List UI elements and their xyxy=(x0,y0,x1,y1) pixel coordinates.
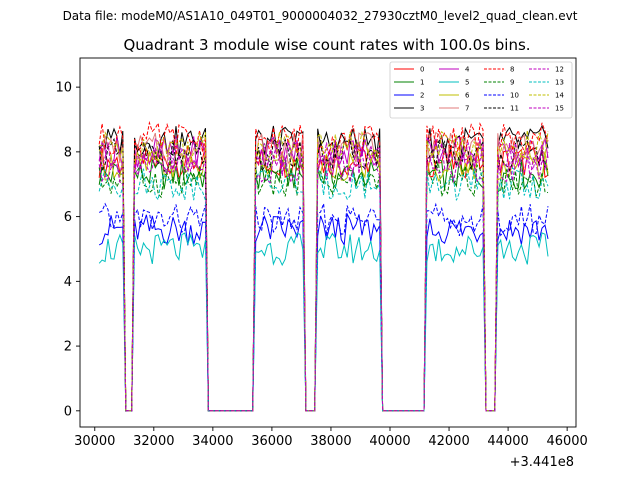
series-lines xyxy=(98,120,549,412)
x-tick-label: 32000 xyxy=(133,434,174,449)
series-line-12 xyxy=(98,141,549,412)
legend-label-2: 2 xyxy=(420,92,424,100)
legend-label-1: 1 xyxy=(420,79,424,87)
legend-label-7: 7 xyxy=(465,105,469,113)
series-line-5 xyxy=(98,232,549,412)
x-tick-label: 34000 xyxy=(192,434,233,449)
plot-area: 30000 32000 34000 36000 38000 40000 42000 44000… xyxy=(55,57,588,449)
axes-frame xyxy=(79,57,577,428)
series-line-9 xyxy=(98,163,549,412)
figure-suptitle: Data file: modeM0/AS1A10_049T01_90000040… xyxy=(63,9,578,23)
legend-label-3: 3 xyxy=(420,105,424,113)
y-tick-label: 10 xyxy=(55,81,72,96)
legend-label-0: 0 xyxy=(420,66,424,74)
legend-label-13: 13 xyxy=(555,79,564,87)
y-tick-label: 4 xyxy=(64,275,72,290)
series-line-2 xyxy=(98,212,549,412)
series-line-14 xyxy=(99,130,549,412)
legend-label-6: 6 xyxy=(465,92,470,100)
series-line-13 xyxy=(98,167,549,412)
legend-label-14: 14 xyxy=(555,92,564,100)
series-line-11 xyxy=(98,137,549,412)
x-tick-label: 44000 xyxy=(487,434,528,449)
legend-label-15: 15 xyxy=(555,105,564,113)
x-tick-label: 40000 xyxy=(369,434,410,449)
chart-title: Quadrant 3 module wise count rates with … xyxy=(123,36,530,54)
legend-label-5: 5 xyxy=(465,79,469,87)
legend-label-10: 10 xyxy=(510,92,519,100)
legend-label-9: 9 xyxy=(510,79,514,87)
x-tick-label: 42000 xyxy=(428,434,469,449)
series-line-15 xyxy=(98,150,549,412)
legend-label-11: 11 xyxy=(510,105,519,113)
series-line-6 xyxy=(98,148,549,412)
x-tick-label: 46000 xyxy=(546,434,587,449)
y-tick-label: 8 xyxy=(64,145,72,160)
y-tick-label: 2 xyxy=(64,340,72,355)
legend-box xyxy=(389,61,573,119)
legend-label-4: 4 xyxy=(465,66,470,74)
y-tick-label: 0 xyxy=(64,404,72,419)
x-tick-label: 38000 xyxy=(310,434,351,449)
x-offset-label: +3.441e8 xyxy=(510,455,574,470)
x-tick-label: 30000 xyxy=(74,434,115,449)
y-tick-label: 6 xyxy=(64,210,72,225)
legend-label-12: 12 xyxy=(555,66,564,74)
x-tick-label: 36000 xyxy=(251,434,292,449)
legend-label-8: 8 xyxy=(510,66,514,74)
